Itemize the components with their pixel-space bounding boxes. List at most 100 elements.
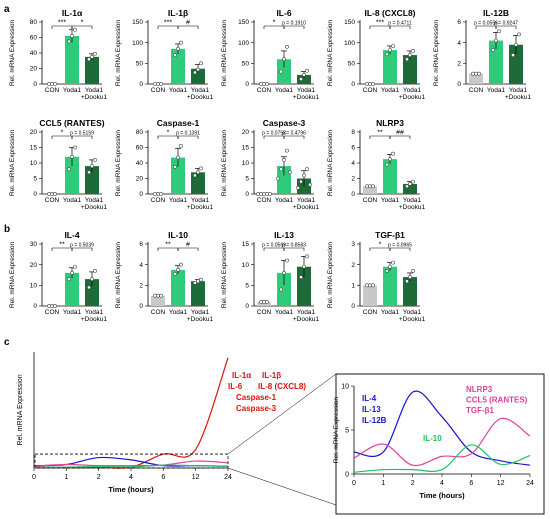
x-tick-label: CON — [151, 87, 166, 94]
sig-label: p = 0.0965 — [388, 243, 412, 249]
data-point — [405, 57, 409, 62]
x-tick-label: Yoda1 — [381, 309, 400, 316]
y-tick-label: 0 — [245, 191, 249, 198]
y-tick-label: 15 — [242, 145, 250, 152]
x-tick-label: Yoda1 — [275, 87, 294, 94]
x-tick-label: Yoda1 — [63, 309, 82, 316]
x-tick-label: Yoda1 — [85, 197, 104, 204]
data-point — [196, 67, 200, 72]
y-tick-label: 40 — [30, 50, 38, 57]
panel-label-a: a — [4, 4, 10, 15]
x-tick-label: 0 — [32, 474, 36, 481]
y-tick-label: 0 — [351, 191, 355, 198]
bar — [383, 159, 397, 194]
y-tick-label: 10 — [341, 384, 349, 391]
y-tick-label: 40 — [136, 160, 144, 167]
data-point — [408, 275, 412, 279]
y-tick-label: 10 — [30, 283, 38, 290]
sig-label: ** — [165, 242, 171, 249]
sig-label: * — [273, 20, 276, 27]
x-tick-label: Yoda1 — [487, 87, 506, 94]
y-tick-label: 30 — [30, 241, 38, 248]
y-tick-label: 20 — [242, 129, 250, 136]
sig-label: p = 0.5159 — [70, 131, 94, 137]
y-tick-label: 80 — [30, 19, 38, 26]
x-tick-label: 24 — [526, 480, 534, 487]
x-tick-label: 12 — [497, 480, 505, 487]
x-tick-label: Yoda1 — [403, 87, 422, 94]
y-axis-label: Rel. mRNA Expression — [221, 20, 228, 86]
data-point — [405, 184, 409, 189]
x-tick-label: CON — [45, 309, 60, 316]
y-axis-label: Rel. mRNA Expression — [327, 242, 334, 308]
y-axis-label: Rel. mRNA Expression — [9, 20, 16, 86]
bar-panel-title: IL-6 — [276, 8, 291, 18]
y-tick-label: 2 — [351, 176, 355, 183]
bar — [403, 55, 417, 84]
data-point — [199, 277, 203, 282]
y-tick-label: 1 — [351, 283, 355, 290]
sig-label: *** — [376, 20, 384, 27]
data-point — [477, 71, 481, 76]
bar — [85, 56, 99, 84]
data-point — [517, 32, 521, 37]
x-tick-label: +Dooku1 — [81, 204, 108, 211]
data-point — [299, 275, 303, 279]
bar — [383, 50, 397, 84]
y-tick-label: 20 — [136, 176, 144, 183]
x-tick-label: 12 — [192, 474, 200, 481]
y-tick-label: 6 — [351, 145, 355, 152]
x-tick-label: Yoda1 — [381, 87, 400, 94]
data-point — [53, 304, 57, 308]
y-tick-label: 100 — [238, 40, 249, 47]
data-point — [388, 157, 392, 162]
series-label: IL-1β — [262, 371, 281, 380]
series-label: Caspase-3 — [236, 404, 277, 413]
y-tick-label: 0 — [33, 303, 37, 310]
data-point — [302, 173, 306, 178]
y-axis-label: Rel. mRNA Expression — [9, 130, 16, 196]
data-point — [288, 170, 292, 175]
bar — [277, 272, 291, 306]
data-point — [282, 157, 286, 162]
data-point — [279, 167, 283, 172]
zoom-connector — [227, 467, 337, 506]
data-point — [87, 285, 91, 290]
data-point — [279, 69, 283, 74]
y-tick-label: 5 — [245, 176, 249, 183]
data-point — [385, 162, 389, 167]
data-point — [90, 277, 94, 282]
x-tick-label: Yoda1 — [403, 197, 422, 204]
bar-panel-title: IL-4 — [64, 230, 79, 240]
data-point — [305, 254, 309, 259]
data-point — [491, 48, 495, 52]
data-point — [296, 185, 300, 190]
bar — [151, 295, 165, 306]
series-label: IL-6 — [228, 382, 243, 391]
y-tick-label: 100 — [132, 40, 143, 47]
data-point — [285, 148, 289, 153]
y-tick-label: 0 — [457, 81, 461, 88]
data-point — [282, 57, 286, 62]
bar-panel-title: IL-1β — [168, 8, 188, 18]
x-tick-label: +Dooku1 — [187, 204, 214, 211]
bar-panel-title: IL-12B — [483, 8, 509, 18]
data-point — [73, 145, 77, 150]
y-tick-label: 50 — [348, 61, 356, 68]
series-label: NLRP3 — [466, 385, 493, 394]
x-tick-label: Yoda1 — [169, 197, 188, 204]
bar — [65, 272, 79, 306]
y-tick-label: 15 — [242, 241, 250, 248]
bar — [403, 277, 417, 306]
bar — [363, 285, 377, 306]
sig-label: * — [61, 130, 64, 137]
data-point — [308, 182, 312, 187]
y-tick-label: 20 — [30, 129, 38, 136]
x-tick-label: CON — [257, 309, 272, 316]
x-tick-label: Yoda1 — [275, 309, 294, 316]
bar-panel-7: Caspase-3 Rel. mRNA Expression 0 5 10 15 20 CON… — [221, 118, 319, 211]
data-point — [265, 299, 269, 304]
data-point — [176, 46, 180, 51]
x-tick-label: Yoda1 — [85, 309, 104, 316]
